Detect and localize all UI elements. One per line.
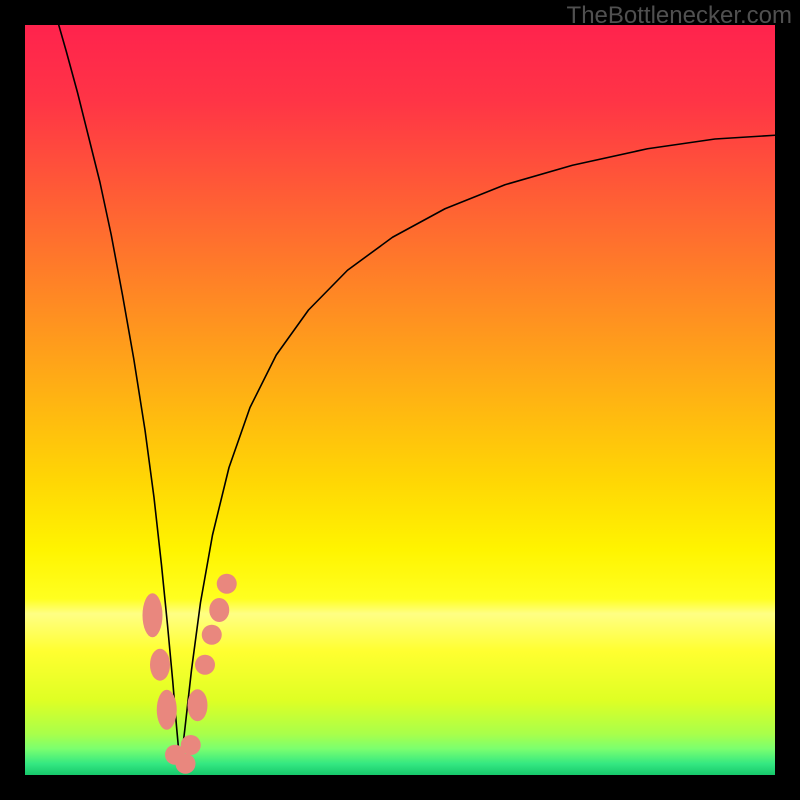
chart-frame: TheBottlenecker.com xyxy=(0,0,800,800)
plot-area xyxy=(25,25,775,775)
data-marker xyxy=(143,593,163,637)
data-marker xyxy=(188,689,208,721)
data-marker xyxy=(157,690,177,730)
data-marker xyxy=(195,655,215,675)
data-marker xyxy=(217,574,237,594)
data-marker xyxy=(176,754,196,774)
data-marker xyxy=(150,649,170,681)
data-marker xyxy=(181,735,201,755)
data-marker xyxy=(202,625,222,645)
data-marker xyxy=(209,598,229,622)
curve-layer xyxy=(25,25,775,775)
watermark-text: TheBottlenecker.com xyxy=(567,2,792,30)
